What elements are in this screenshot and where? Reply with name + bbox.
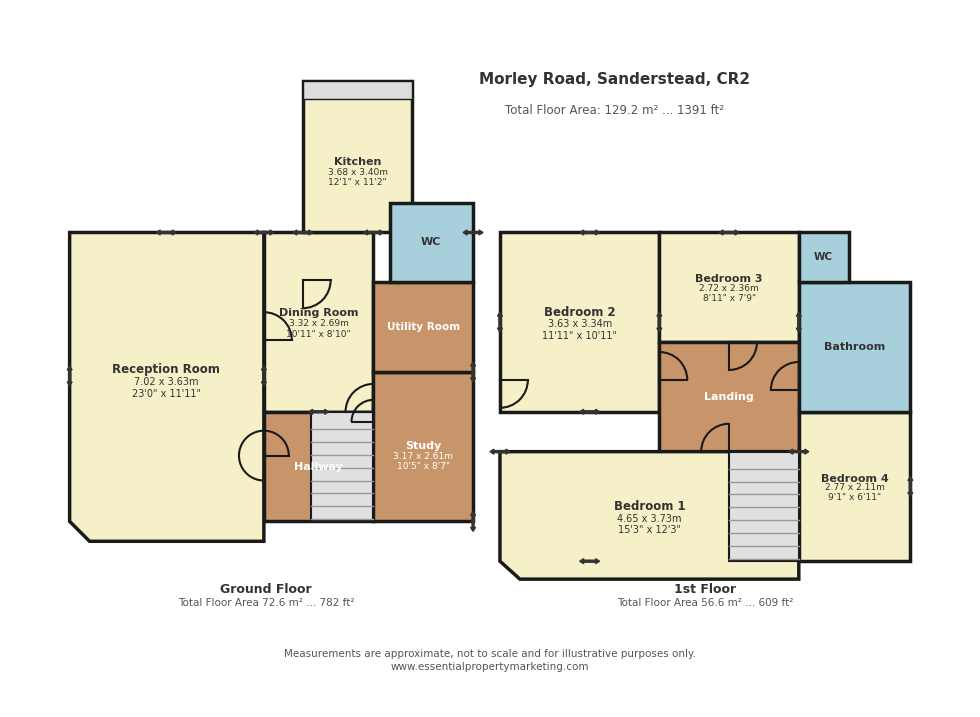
- Bar: [799, 282, 910, 412]
- Text: Morley Road, Sanderstead, CR2: Morley Road, Sanderstead, CR2: [479, 72, 750, 87]
- FancyArrow shape: [364, 230, 373, 235]
- Text: 3.17 x 2.61m
10'5" x 8'7": 3.17 x 2.61m 10'5" x 8'7": [393, 452, 454, 471]
- FancyArrow shape: [309, 409, 318, 414]
- FancyArrow shape: [799, 449, 808, 454]
- FancyArrow shape: [498, 312, 503, 322]
- FancyArrow shape: [262, 376, 267, 386]
- FancyArrow shape: [262, 366, 267, 376]
- Text: 4.65 x 3.73m
15'3" x 12'3": 4.65 x 3.73m 15'3" x 12'3": [617, 513, 682, 535]
- FancyArrow shape: [498, 322, 503, 332]
- Bar: [729, 452, 799, 561]
- Text: 2.72 x 2.36m
8'11" x 7'9": 2.72 x 2.36m 8'11" x 7'9": [699, 283, 759, 303]
- Text: Total Floor Area 72.6 m² ... 782 ft²: Total Floor Area 72.6 m² ... 782 ft²: [177, 598, 354, 608]
- FancyArrow shape: [68, 366, 73, 376]
- Text: Study: Study: [405, 441, 441, 451]
- Bar: [264, 232, 373, 412]
- Text: Bathroom: Bathroom: [824, 342, 885, 352]
- Text: 3.32 x 2.69m
10'11" x 8'10": 3.32 x 2.69m 10'11" x 8'10": [286, 319, 351, 339]
- Bar: [660, 232, 799, 342]
- FancyArrow shape: [579, 559, 590, 564]
- Bar: [303, 81, 413, 232]
- FancyArrow shape: [470, 511, 475, 521]
- FancyArrow shape: [797, 322, 802, 332]
- Bar: [799, 412, 910, 561]
- Bar: [660, 342, 799, 452]
- FancyArrow shape: [579, 409, 590, 414]
- Text: 1st Floor: 1st Floor: [674, 583, 736, 596]
- FancyArrow shape: [907, 477, 912, 487]
- FancyArrow shape: [490, 449, 500, 454]
- FancyArrow shape: [470, 521, 475, 531]
- Text: Hallway: Hallway: [294, 462, 343, 472]
- Text: Landing: Landing: [705, 392, 754, 402]
- Text: Ground Floor: Ground Floor: [220, 583, 312, 596]
- FancyArrow shape: [373, 230, 383, 235]
- FancyArrow shape: [318, 409, 328, 414]
- Text: Bedroom 4: Bedroom 4: [820, 473, 889, 483]
- Text: 3.63 x 3.34m
11'11" x 10'11": 3.63 x 3.34m 11'11" x 10'11": [542, 319, 617, 341]
- FancyArrow shape: [473, 230, 483, 235]
- FancyArrow shape: [470, 362, 475, 372]
- Polygon shape: [70, 232, 264, 541]
- Text: www.essentialpropertymarketing.com: www.essentialpropertymarketing.com: [391, 662, 589, 672]
- Text: Total Floor Area 56.6 m² ... 609 ft²: Total Floor Area 56.6 m² ... 609 ft²: [617, 598, 794, 608]
- Text: Bedroom 2: Bedroom 2: [544, 305, 615, 318]
- Text: Total Floor Area: 129.2 m² ... 1391 ft²: Total Floor Area: 129.2 m² ... 1391 ft²: [505, 105, 724, 118]
- Bar: [500, 232, 660, 412]
- Bar: [303, 81, 413, 96]
- FancyArrow shape: [68, 376, 73, 386]
- Bar: [303, 81, 413, 99]
- Text: 3.68 x 3.40m
12'1" x 11'2": 3.68 x 3.40m 12'1" x 11'2": [327, 168, 387, 187]
- FancyArrow shape: [470, 372, 475, 382]
- FancyArrow shape: [579, 230, 590, 235]
- FancyArrow shape: [657, 322, 662, 332]
- FancyArrow shape: [729, 230, 739, 235]
- FancyArrow shape: [590, 409, 600, 414]
- Text: Reception Room: Reception Room: [113, 364, 220, 376]
- Text: WC: WC: [814, 252, 833, 262]
- Bar: [799, 232, 849, 282]
- Text: Utility Room: Utility Room: [387, 322, 460, 332]
- Text: 7.02 x 3.63m
23'0" x 11'11": 7.02 x 3.63m 23'0" x 11'11": [131, 377, 201, 399]
- Text: Kitchen: Kitchen: [334, 157, 381, 167]
- Text: 2.77 x 2.11m
9'1" x 6'11": 2.77 x 2.11m 9'1" x 6'11": [824, 483, 885, 502]
- Text: Dining Room: Dining Room: [279, 308, 359, 318]
- FancyArrow shape: [167, 230, 176, 235]
- FancyArrow shape: [789, 449, 799, 454]
- FancyArrow shape: [303, 230, 313, 235]
- FancyArrow shape: [500, 449, 510, 454]
- FancyArrow shape: [464, 230, 473, 235]
- Polygon shape: [500, 452, 799, 579]
- FancyArrow shape: [254, 230, 264, 235]
- FancyArrow shape: [264, 230, 273, 235]
- FancyArrow shape: [907, 487, 912, 496]
- Bar: [311, 412, 373, 521]
- FancyArrow shape: [657, 312, 662, 322]
- FancyArrow shape: [293, 230, 303, 235]
- FancyArrow shape: [156, 230, 167, 235]
- Text: Measurements are approximate, not to scale and for illustrative purposes only.: Measurements are approximate, not to sca…: [284, 649, 696, 659]
- Bar: [373, 372, 473, 521]
- Bar: [390, 203, 473, 282]
- Text: Bedroom 3: Bedroom 3: [696, 275, 762, 285]
- FancyArrow shape: [797, 312, 802, 322]
- FancyArrow shape: [590, 559, 600, 564]
- FancyArrow shape: [590, 230, 600, 235]
- Text: WC: WC: [421, 237, 441, 247]
- Bar: [373, 282, 473, 372]
- Bar: [264, 412, 373, 521]
- FancyArrow shape: [719, 230, 729, 235]
- Text: Bedroom 1: Bedroom 1: [613, 500, 685, 513]
